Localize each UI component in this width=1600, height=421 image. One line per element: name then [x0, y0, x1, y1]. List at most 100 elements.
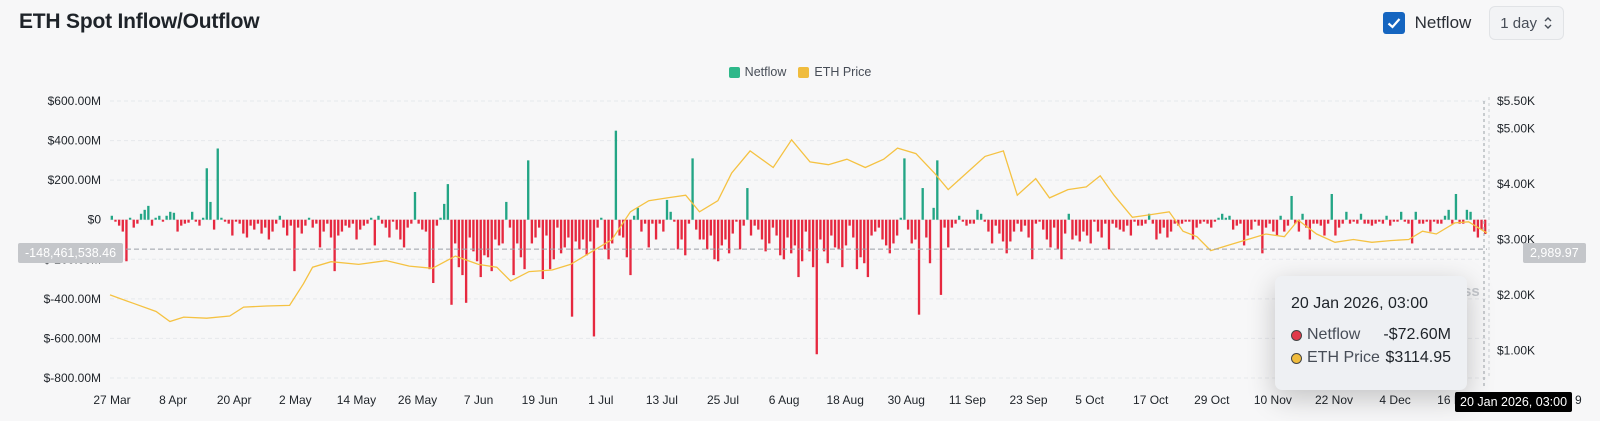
netflow-bar [1067, 213, 1070, 220]
x-axis-tick-label: 17 Oct [1133, 393, 1169, 407]
netflow-bar [914, 219, 917, 240]
netflow-bar [768, 219, 771, 244]
netflow-bar [567, 219, 570, 238]
netflow-bar [958, 215, 961, 220]
x-axis-tick-label: 6 Aug [769, 393, 800, 407]
netflow-bar [366, 219, 369, 224]
netflow-bar [278, 215, 282, 220]
netflow-bar [322, 219, 325, 232]
netflow-bar [377, 215, 380, 220]
netflow-bar [369, 217, 373, 220]
netflow-bar [782, 219, 786, 260]
netflow-bar [640, 219, 643, 232]
netflow-bar [227, 219, 230, 224]
x-axis-tick-label: 25 Jul [707, 393, 739, 407]
interval-select[interactable]: 1 day [1489, 6, 1564, 40]
right-axis-tick-label: $1.00K [1497, 343, 1535, 357]
netflow-bar [811, 219, 815, 268]
netflow-bar [1337, 219, 1341, 228]
netflow-bar [899, 217, 902, 220]
netflow-bar [943, 219, 946, 228]
netflow-bar [1137, 219, 1140, 226]
netflow-bar [1023, 219, 1027, 226]
netflow-bar [1465, 209, 1469, 220]
netflow-bar [508, 219, 512, 228]
netflow-bar [158, 215, 161, 220]
netflow-bar [1356, 219, 1359, 224]
netflow-bar [1235, 219, 1238, 226]
netflow-bar [1484, 219, 1487, 235]
netflow-bar [563, 219, 566, 248]
netflow-bar [676, 219, 680, 250]
netflow-bar [1111, 219, 1114, 224]
netflow-bar [1049, 219, 1052, 248]
netflow-bar [990, 219, 994, 244]
netflow-bar [1031, 219, 1034, 260]
netflow-bar [713, 219, 716, 260]
netflow-bar [826, 219, 829, 264]
netflow-bar [388, 219, 391, 238]
netflow-bar [1370, 219, 1374, 226]
netflow-bar [132, 219, 135, 228]
netflow-bar [125, 219, 128, 262]
tooltip-value-eth-price: $3114.95 [1385, 349, 1451, 366]
netflow-bar [1177, 219, 1180, 226]
netflow-bar [169, 211, 172, 220]
netflow-bar [1162, 219, 1165, 228]
netflow-bar [665, 199, 669, 220]
left-axis-tick-label: $400.00M [48, 134, 101, 148]
netflow-bar [384, 219, 387, 228]
netflow-bar [1217, 217, 1220, 220]
netflow-bar [1104, 219, 1107, 224]
netflow-bar [1326, 219, 1330, 224]
netflow-bar [180, 219, 183, 226]
tooltip-row-eth-price: ETH Price $3114.95 [1291, 349, 1451, 367]
netflow-bar [1053, 219, 1056, 228]
netflow-bar [490, 219, 493, 272]
netflow-bar [695, 219, 698, 230]
netflow-bar [176, 219, 179, 232]
netflow-bar [1283, 219, 1286, 232]
netflow-bar [662, 219, 665, 232]
x-axis-tick-label: 30 Aug [888, 393, 925, 407]
netflow-bar [888, 219, 891, 254]
netflow-bar [1359, 213, 1363, 220]
netflow-bar [939, 219, 943, 295]
netflow-bar [596, 219, 599, 228]
netflow-bar [538, 219, 541, 228]
netflow-toggle-label[interactable]: Netflow [1414, 13, 1472, 32]
legend-item-eth-price[interactable]: ETH Price [798, 65, 871, 79]
netflow-bar [687, 219, 691, 224]
netflow-bar [527, 160, 530, 220]
x-axis-tick-label: 18 Aug [827, 393, 864, 407]
netflow-bar [680, 219, 683, 240]
netflow-bar [1180, 219, 1184, 224]
netflow-bar [581, 219, 585, 240]
netflow-bar [1294, 219, 1297, 224]
netflow-bar [859, 219, 862, 258]
netflow-bar [844, 219, 848, 246]
netflow-bar [790, 219, 793, 254]
netflow-bar [231, 219, 234, 236]
netflow-bar [1012, 219, 1016, 232]
netflow-bar [1312, 219, 1315, 224]
netflow-bar [271, 219, 274, 232]
netflow-bar [147, 205, 150, 220]
netflow-bar [994, 219, 997, 226]
netflow-bar [1133, 219, 1136, 222]
netflow-bar [1451, 219, 1454, 224]
netflow-bar [1045, 219, 1049, 240]
right-axis-tick-label: $5.50K [1497, 94, 1535, 108]
netflow-bar [643, 219, 647, 224]
netflow-bar [340, 219, 344, 232]
netflow-bar [585, 219, 588, 256]
netflow-bar [307, 217, 311, 220]
left-axis-tick-label: $600.00M [48, 94, 101, 108]
netflow-bar [833, 219, 837, 248]
netflow-bar [1396, 219, 1399, 222]
x-axis-tick-label: 27 Mar [93, 393, 130, 407]
netflow-bar [921, 188, 924, 220]
legend-item-netflow[interactable]: Netflow [728, 65, 786, 79]
netflow-checkbox[interactable] [1382, 12, 1405, 34]
